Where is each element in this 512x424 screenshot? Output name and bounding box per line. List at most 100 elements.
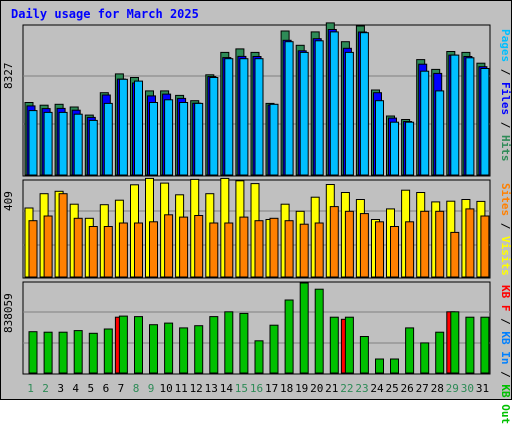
day-label: 30 <box>461 382 474 395</box>
kbytes-bar-kb-out <box>88 332 98 374</box>
kbytes-bar-kb-out <box>103 328 113 374</box>
day-label: 26 <box>400 382 413 395</box>
kbytes-bar-kb-out <box>134 316 143 374</box>
hits-bar-pages <box>28 110 38 176</box>
visits-bar-sites <box>239 216 249 278</box>
visits-bar-sites <box>405 221 415 278</box>
kbytes-bar-kb-out <box>480 316 490 374</box>
kbytes-bar-kb-out <box>390 358 399 374</box>
kbytes-bar-kb-out <box>58 331 68 374</box>
hits-bar-pages <box>73 113 83 176</box>
visits-bar-sites <box>118 222 128 278</box>
kbytes-bar-kb-out <box>375 358 384 374</box>
kbytes-bar-kb-out <box>149 324 158 374</box>
hits-legend-part: Hits <box>499 135 512 162</box>
visits-bar-sites <box>224 222 234 278</box>
hits-bar-pages <box>88 119 98 176</box>
kbytes-bar-kb-out <box>299 282 309 374</box>
kbytes-bar-kb-out <box>254 340 264 374</box>
hits-bar-pages <box>164 99 174 176</box>
visits-bar-sites <box>420 210 430 278</box>
visits-bar-sites <box>375 221 384 278</box>
visits-bar-sites <box>28 220 38 278</box>
visits-bar-sites <box>299 223 309 278</box>
hits-legend: Pages / Files / Hits <box>494 29 512 162</box>
hits-legend-part: Files <box>499 82 512 116</box>
day-label: 4 <box>72 382 79 395</box>
visits-bar-sites <box>209 222 219 278</box>
day-label: 24 <box>370 382 384 395</box>
visits-bar-sites <box>435 210 445 278</box>
day-label: 31 <box>476 382 489 395</box>
day-label: 25 <box>385 382 398 395</box>
day-label: 17 <box>265 382 278 395</box>
hits-bar-pages <box>254 58 264 176</box>
day-label: 11 <box>175 382 188 395</box>
day-label: 23 <box>355 382 368 395</box>
visits-bar-sites <box>88 226 98 278</box>
visits-bar-sites <box>149 221 158 278</box>
hits-bar-pages <box>390 121 399 176</box>
kbytes-bar-kb-out <box>118 315 128 374</box>
visits-legend-part: Sites <box>499 183 512 217</box>
hits-bar-pages <box>209 77 219 176</box>
day-label: 22 <box>340 382 353 395</box>
day-label: 9 <box>148 382 155 395</box>
visits-bar-sites <box>390 226 399 278</box>
kbytes-bar-kb-out <box>239 312 249 374</box>
visits-legend: Sites / Visits <box>494 183 512 276</box>
hits-legend-part: Pages <box>499 29 512 63</box>
hits-bar-pages <box>465 57 475 176</box>
kbytes-bar-kb-out <box>420 342 430 374</box>
visits-bar-sites <box>269 217 279 278</box>
visits-bar-sites <box>254 220 264 278</box>
day-label: 18 <box>280 382 293 395</box>
visits-bar-sites <box>314 222 324 278</box>
day-label: 2 <box>42 382 49 395</box>
visits-bar-sites <box>58 193 68 278</box>
visits-bar-sites <box>465 208 475 278</box>
hits-bar-pages <box>58 111 68 176</box>
hits-legend-part: / <box>499 115 512 135</box>
day-label: 28 <box>431 382 444 395</box>
hits-bar-pages <box>43 111 53 176</box>
kbytes-bar-kb-out <box>209 316 219 374</box>
hits-bar-pages <box>118 78 128 176</box>
hits-bar-pages <box>450 54 460 176</box>
visits-bar-sites <box>103 226 113 278</box>
hits-bar-pages <box>314 40 324 176</box>
day-label: 19 <box>295 382 308 395</box>
kbytes-bar-kb-out <box>329 316 339 374</box>
kbytes-bar-kb-out <box>405 327 415 374</box>
kbytes-legend-part: / <box>499 311 512 332</box>
kbytes-legend-part: KB F <box>499 285 512 312</box>
chart-title: Daily usage for March 2025 <box>11 7 199 21</box>
day-label: 8 <box>133 382 140 395</box>
visits-bar-sites <box>73 217 83 278</box>
visits-legend-part: Visits <box>499 236 512 276</box>
hits-bar-pages <box>329 31 339 176</box>
hits-bar-pages <box>375 100 384 176</box>
kbytes-bar-kb-out <box>269 324 279 374</box>
kbytes-bar-kb-out <box>43 331 53 374</box>
hits-bar-pages <box>134 80 143 176</box>
visits-bar-sites <box>194 215 204 278</box>
hits-bar-pages <box>405 121 415 176</box>
visits-bar-sites <box>344 210 354 278</box>
hits-bar-pages <box>420 70 430 176</box>
day-label: 7 <box>118 382 125 395</box>
day-label: 10 <box>159 382 172 395</box>
day-label: 12 <box>190 382 203 395</box>
hits-bar-pages <box>224 58 234 176</box>
day-label: 15 <box>235 382 248 395</box>
visits-bar-sites <box>480 215 490 278</box>
kbytes-bar-kb-out <box>435 331 445 374</box>
day-label: 3 <box>57 382 64 395</box>
hits-bar-pages <box>299 51 309 176</box>
hits-bar-pages <box>344 51 354 176</box>
kbytes-legend-part: / <box>499 364 512 385</box>
kbytes-legend-part: KB In <box>499 331 512 365</box>
visits-bar-sites <box>164 214 174 278</box>
visits-bar-sites <box>43 215 53 278</box>
day-label: 6 <box>103 382 110 395</box>
